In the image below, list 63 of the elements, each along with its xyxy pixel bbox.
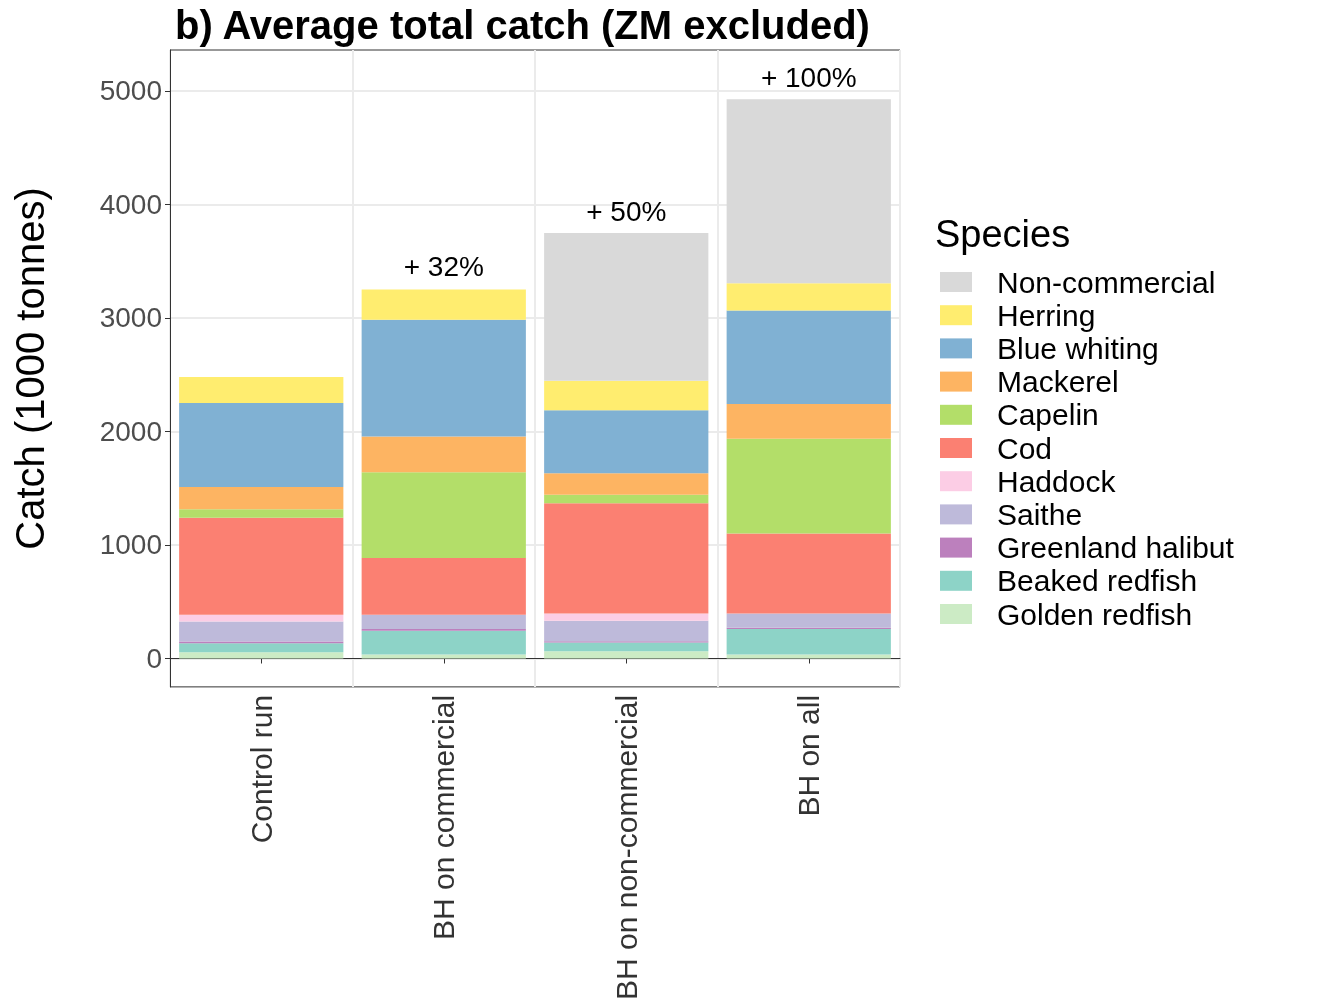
bar bbox=[179, 487, 344, 510]
bar bbox=[361, 289, 526, 320]
bar bbox=[361, 436, 526, 473]
bar bbox=[544, 410, 709, 474]
chart-title: b) Average total catch (ZM excluded) bbox=[175, 3, 870, 47]
y-tick-label: 4000 bbox=[99, 188, 162, 220]
annotation: + 100% bbox=[760, 61, 857, 93]
bar bbox=[544, 503, 709, 614]
bar bbox=[361, 614, 526, 629]
annotation: + 50% bbox=[586, 195, 667, 227]
bar bbox=[726, 438, 891, 534]
bar bbox=[179, 517, 344, 615]
y-axis-title: Catch (1000 tonnes) bbox=[8, 187, 52, 550]
legend-label: Capelin bbox=[997, 398, 1099, 432]
bar bbox=[726, 613, 891, 628]
legend-label: Saithe bbox=[997, 497, 1083, 531]
bar bbox=[726, 628, 891, 655]
y-tick-label: 2000 bbox=[99, 415, 162, 447]
bar bbox=[361, 630, 526, 655]
legend-label: Beaked redfish bbox=[997, 564, 1198, 598]
y-tick-label: 3000 bbox=[99, 302, 162, 334]
x-tick-label: BH on all bbox=[792, 694, 826, 817]
bar bbox=[179, 652, 344, 659]
bar bbox=[544, 233, 709, 381]
legend-label: Golden redfish bbox=[997, 597, 1193, 631]
bar bbox=[544, 494, 709, 504]
bar bbox=[179, 614, 344, 622]
y-tick-label: 5000 bbox=[99, 75, 162, 107]
y-tick-label: 0 bbox=[146, 643, 162, 675]
bar bbox=[726, 99, 891, 284]
bar bbox=[179, 509, 344, 518]
bar bbox=[361, 472, 526, 559]
y-tick-label: 1000 bbox=[99, 529, 162, 561]
x-tick-label: BH on commercial bbox=[427, 694, 461, 940]
bar bbox=[544, 620, 709, 642]
bar bbox=[179, 621, 344, 642]
bar bbox=[726, 654, 891, 659]
bar bbox=[361, 654, 526, 659]
legend-label: Cod bbox=[997, 431, 1053, 465]
x-tick-label: BH on non-commercial bbox=[609, 694, 643, 1001]
bar bbox=[544, 613, 709, 621]
legend-label: Non-commercial bbox=[997, 265, 1216, 299]
bar bbox=[544, 642, 709, 652]
bar bbox=[179, 403, 344, 488]
bar bbox=[726, 533, 891, 614]
legend-label: Herring bbox=[997, 298, 1096, 332]
bar bbox=[179, 643, 344, 653]
bar bbox=[361, 558, 526, 615]
bar bbox=[544, 651, 709, 659]
legend-label: Greenland halibut bbox=[997, 531, 1235, 565]
bar bbox=[726, 310, 891, 405]
annotation: + 32% bbox=[403, 250, 484, 282]
legend-title: Species bbox=[935, 213, 1071, 255]
legend-label: Mackerel bbox=[997, 365, 1119, 399]
bar bbox=[361, 319, 526, 437]
legend-label: Blue whiting bbox=[997, 331, 1159, 365]
legend-label: Haddock bbox=[997, 464, 1117, 498]
bar bbox=[726, 404, 891, 439]
bar bbox=[544, 380, 709, 411]
x-tick-label: Control run bbox=[244, 694, 278, 844]
bar bbox=[179, 376, 344, 404]
bar bbox=[726, 283, 891, 311]
bar bbox=[544, 473, 709, 495]
